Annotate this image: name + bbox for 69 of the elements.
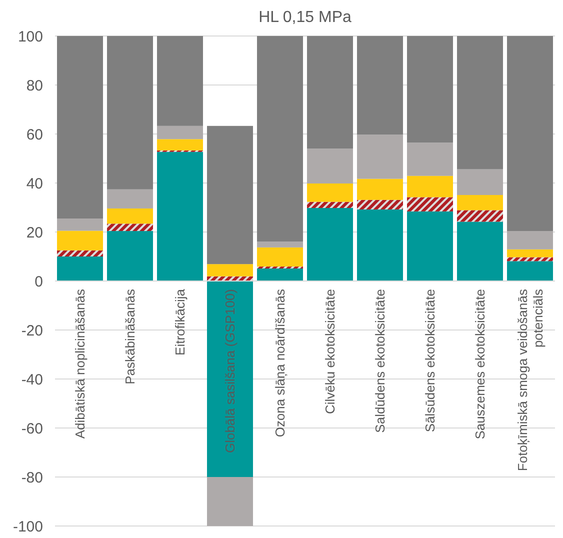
bar bbox=[457, 195, 503, 210]
bar bbox=[157, 139, 203, 150]
bar bbox=[407, 176, 453, 198]
bar bbox=[107, 189, 153, 208]
bar bbox=[107, 36, 153, 190]
bar bbox=[457, 36, 503, 170]
bar bbox=[407, 36, 453, 143]
bar bbox=[307, 202, 353, 208]
y-tick-label: 80 bbox=[26, 77, 43, 94]
chart-title: HL 0,15 MPa bbox=[258, 9, 352, 26]
x-tick-label: Sauszemes ekotoksicitāte bbox=[472, 289, 488, 440]
bar bbox=[457, 222, 503, 281]
bar bbox=[157, 152, 203, 281]
bar bbox=[507, 261, 553, 281]
y-tick-label: -100 bbox=[12, 518, 43, 536]
x-tick-label: Ozona slāņa noārdīšanās bbox=[272, 288, 288, 438]
bar bbox=[307, 148, 353, 184]
bar bbox=[357, 209, 403, 281]
bar bbox=[457, 210, 503, 222]
bar bbox=[257, 247, 303, 267]
bar bbox=[357, 36, 403, 135]
y-tick-label: -40 bbox=[21, 371, 43, 388]
y-tick-label: 20 bbox=[26, 224, 43, 242]
y-tick-label: -80 bbox=[21, 469, 43, 486]
bar bbox=[357, 178, 403, 200]
bar bbox=[207, 281, 253, 477]
y-tick-label: 0 bbox=[34, 273, 43, 290]
y-tick-label: 40 bbox=[26, 175, 43, 192]
bar bbox=[207, 264, 253, 276]
bar bbox=[107, 208, 153, 224]
bar bbox=[307, 183, 353, 202]
y-tick-label: 60 bbox=[26, 126, 43, 144]
bar bbox=[107, 224, 153, 232]
bar bbox=[257, 268, 303, 281]
bar bbox=[107, 231, 153, 281]
bar bbox=[57, 218, 103, 231]
bar bbox=[257, 242, 303, 248]
bar bbox=[407, 142, 453, 176]
bar bbox=[207, 477, 253, 526]
x-tick-label: Paskābināšanās bbox=[122, 288, 138, 384]
bar bbox=[157, 36, 203, 126]
bar bbox=[307, 36, 353, 149]
y-tick-label: 100 bbox=[18, 28, 43, 46]
bar bbox=[157, 126, 203, 140]
x-tick-label: Fotoķīmiskā smoga veidošanās potenciāls bbox=[514, 288, 546, 472]
bar bbox=[207, 126, 253, 264]
bar bbox=[357, 134, 403, 179]
x-tick-label: Adibātiskā noplicināšanās bbox=[72, 288, 88, 439]
bar bbox=[407, 197, 453, 212]
bar bbox=[57, 36, 103, 219]
y-tick-label: -20 bbox=[21, 322, 43, 340]
bar bbox=[507, 249, 553, 258]
bar bbox=[257, 36, 303, 242]
x-tick-label: Saldūdens ekotoksicitāte bbox=[372, 289, 388, 433]
bar bbox=[407, 211, 453, 281]
y-tick-label: -60 bbox=[21, 420, 43, 438]
x-tick-label: Eitrofikācija bbox=[172, 288, 188, 356]
x-tick-label: Globālā sasilšana (GSP100) bbox=[222, 289, 238, 454]
bar bbox=[357, 200, 403, 210]
bar bbox=[457, 169, 503, 196]
bar bbox=[57, 256, 103, 281]
bar bbox=[307, 208, 353, 281]
bar bbox=[507, 231, 553, 250]
x-tick-label: Cilvēku ekotoksicitāte bbox=[322, 289, 338, 414]
bar bbox=[57, 230, 103, 250]
bar bbox=[57, 250, 103, 256]
bar bbox=[507, 36, 553, 232]
bar bbox=[507, 257, 553, 262]
x-tick-label: Sālsūdens ekotoksicitāte bbox=[422, 289, 438, 432]
